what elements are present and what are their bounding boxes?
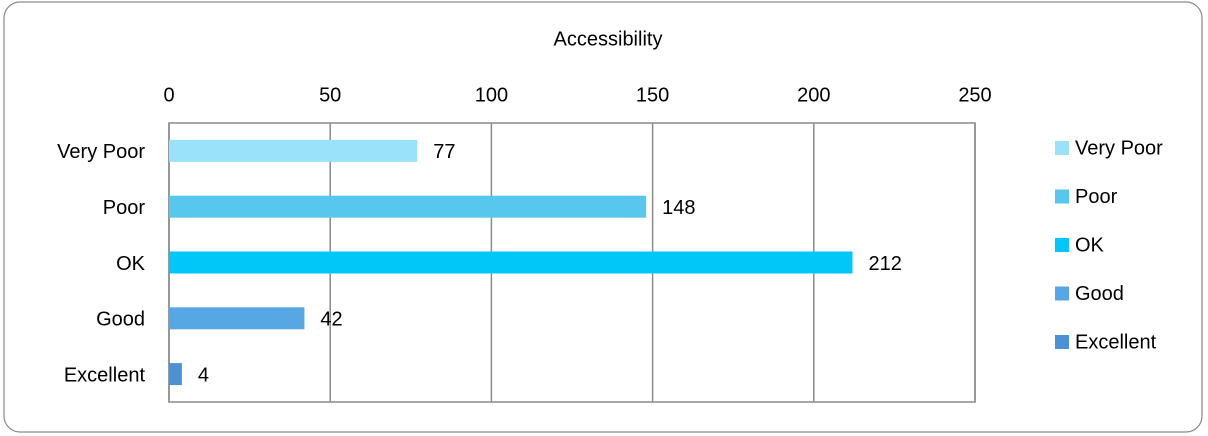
legend-label: Very Poor bbox=[1075, 137, 1163, 159]
x-tick-label: 200 bbox=[797, 84, 830, 106]
y-tick-label: Excellent bbox=[64, 364, 146, 386]
data-label: 77 bbox=[433, 141, 455, 163]
x-tick-label: 50 bbox=[319, 84, 341, 106]
data-label: 4 bbox=[198, 364, 209, 386]
bar bbox=[169, 139, 418, 162]
y-tick-label: Very Poor bbox=[57, 141, 145, 163]
y-tick-label: Good bbox=[96, 309, 145, 331]
legend-swatch bbox=[1055, 335, 1069, 349]
data-label: 212 bbox=[868, 253, 901, 275]
legend-label: Good bbox=[1075, 283, 1124, 305]
bar bbox=[169, 307, 305, 330]
legend-swatch bbox=[1055, 189, 1069, 204]
legend-label: Poor bbox=[1075, 186, 1118, 208]
x-tick-label: 150 bbox=[636, 84, 669, 106]
data-label: 148 bbox=[662, 197, 695, 219]
x-tick-label: 250 bbox=[958, 84, 991, 106]
y-tick-label: OK bbox=[116, 253, 146, 275]
bar bbox=[169, 363, 182, 386]
legend-label: Excellent bbox=[1075, 331, 1157, 353]
legend-swatch bbox=[1055, 141, 1069, 155]
legend-label: OK bbox=[1075, 234, 1105, 256]
bar bbox=[169, 195, 647, 218]
legend-swatch bbox=[1055, 286, 1069, 301]
bar bbox=[169, 251, 853, 274]
chart-title: Accessibility bbox=[554, 28, 663, 50]
legend-swatch bbox=[1055, 238, 1069, 252]
x-tick-label: 100 bbox=[475, 84, 508, 106]
y-tick-label: Poor bbox=[103, 197, 146, 219]
x-tick-label: 0 bbox=[163, 84, 174, 106]
data-label: 42 bbox=[320, 309, 342, 331]
